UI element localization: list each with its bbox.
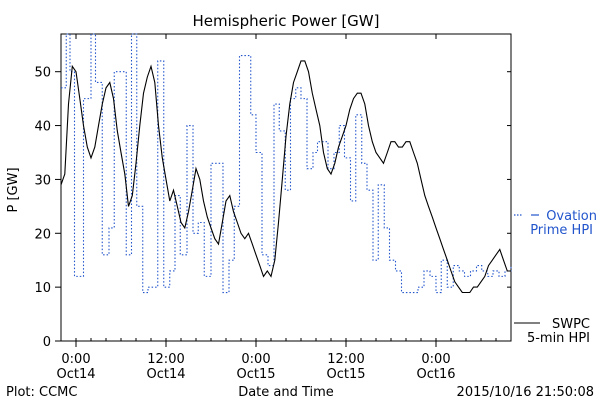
- chart-title: Hemispheric Power [GW]: [193, 12, 380, 30]
- x-tick-label-time: 0:00: [61, 352, 90, 367]
- legend-ovation-label-1: Ovation: [546, 209, 597, 224]
- x-tick-label-date: Oct15: [236, 367, 275, 382]
- y-axis-ticks: 0 10 20 30 40 50: [34, 66, 511, 350]
- y-tick-label: 20: [34, 227, 51, 242]
- x-axis-label: Date and Time: [238, 385, 334, 400]
- x-tick-label-time: 12:00: [147, 352, 184, 367]
- x-tick-label-date: Oct16: [416, 367, 455, 382]
- legend-ovation: Ovation Prime HPI: [514, 209, 597, 238]
- y-tick-label: 40: [34, 120, 51, 135]
- y-tick-label: 50: [34, 66, 51, 81]
- legend-ovation-label-2: Prime HPI: [530, 223, 593, 238]
- swpc-hpi-line: [60, 60, 511, 294]
- y-tick-label: 30: [34, 173, 51, 188]
- legend-swpc: SWPC 5-min HPI: [514, 317, 590, 346]
- y-tick-label: 10: [34, 281, 51, 296]
- x-tick-label-time: 0:00: [241, 352, 270, 367]
- legend-swpc-label-1: SWPC: [552, 317, 590, 332]
- series-swpc-hpi: [60, 60, 511, 294]
- x-tick-label-date: Oct14: [146, 367, 185, 382]
- x-axis-ticks: 0:00Oct1412:00Oct140:00Oct1512:00Oct150:…: [56, 34, 512, 382]
- ovation-prime-line: [61, 33, 512, 294]
- x-tick-label-date: Oct15: [326, 367, 365, 382]
- footer-plot-credit: Plot: CCMC: [6, 385, 77, 400]
- y-tick-label: 0: [43, 335, 51, 350]
- x-tick-label-time: 0:00: [421, 352, 450, 367]
- x-tick-label-time: 12:00: [327, 352, 364, 367]
- y-axis-label: P [GW]: [6, 167, 21, 212]
- series-ovation-prime: [61, 33, 512, 294]
- plot-frame: [60, 33, 512, 342]
- x-tick-label-date: Oct14: [56, 367, 95, 382]
- legend-swpc-label-2: 5-min HPI: [527, 331, 590, 346]
- footer-timestamp: 2015/10/16 21:50:08: [457, 385, 594, 400]
